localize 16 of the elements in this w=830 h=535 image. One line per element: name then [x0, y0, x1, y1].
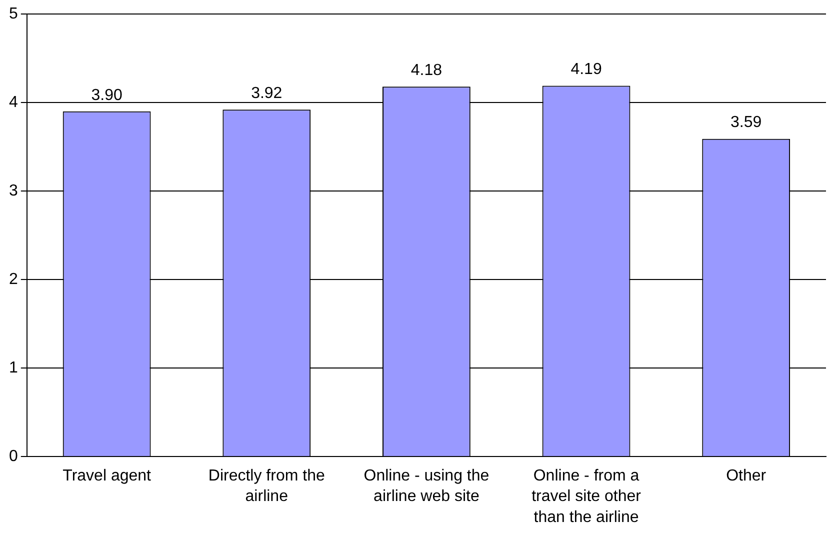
- data-label: 3.90: [91, 86, 122, 104]
- y-tick-label: 5: [8, 5, 18, 22]
- y-tick-label: 2: [8, 270, 18, 288]
- y-tick-label: 0: [8, 448, 18, 466]
- data-label: 3.59: [730, 114, 762, 132]
- data-label: 3.92: [251, 85, 282, 102]
- x-tick-label: Online - from a travel site other than the airline: [532, 467, 642, 526]
- data-label: 4.18: [410, 62, 442, 79]
- y-tick-label: 1: [8, 359, 18, 376]
- y-tick-label: 4: [8, 94, 18, 111]
- data-label: 4.19: [570, 61, 602, 78]
- x-tick-label: Online - using the airline web site: [364, 467, 490, 506]
- x-tick-label: Travel agent: [62, 467, 152, 484]
- x-tick-label: Directly from the airline: [208, 467, 325, 506]
- x-tick-label: Other: [726, 467, 767, 484]
- y-tick-label: 3: [8, 182, 18, 200]
